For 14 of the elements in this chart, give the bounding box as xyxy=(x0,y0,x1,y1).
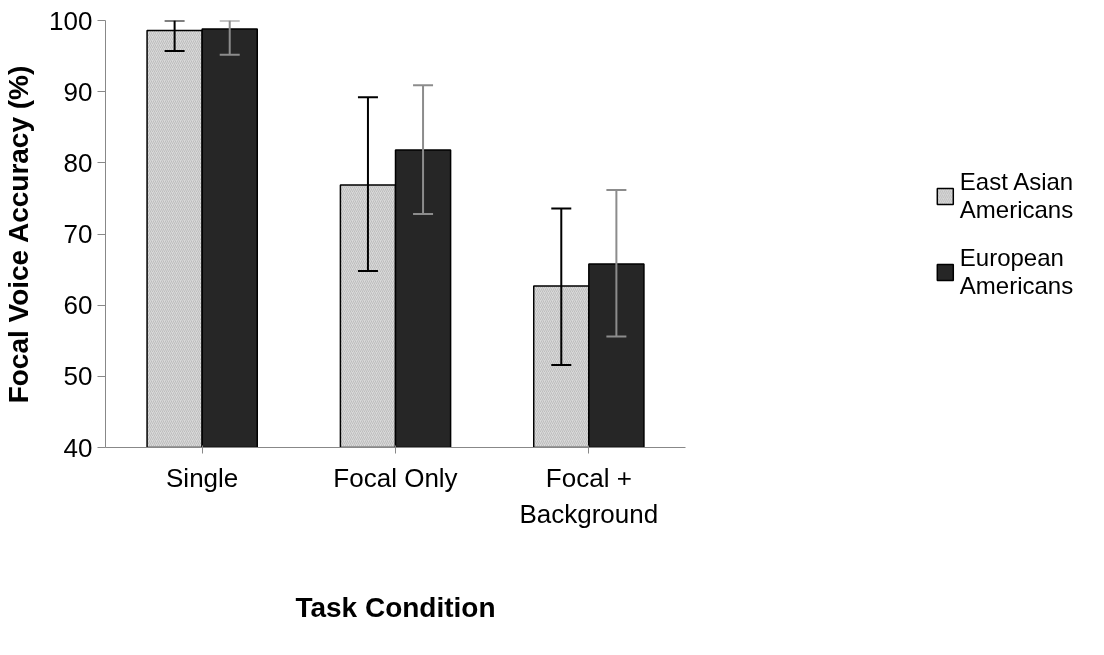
y-tick-label: 60 xyxy=(63,290,93,321)
x-tick-label: Focal Only xyxy=(333,462,458,493)
legend-label: European Americans xyxy=(959,243,1074,300)
x-axis-title: Task Condition xyxy=(295,591,496,623)
x-tick-label: Focal + Background xyxy=(519,462,659,529)
x-tick-label: Single xyxy=(166,462,239,493)
y-tick-label: 70 xyxy=(63,219,93,249)
y-tick-label: 50 xyxy=(63,361,93,392)
y-tick-label: 40 xyxy=(63,432,93,463)
y-tick-label: 80 xyxy=(63,147,93,178)
legend-label: East Asian Americans xyxy=(959,167,1074,224)
y-tick-label: 100 xyxy=(49,5,93,36)
y-tick-label: 90 xyxy=(63,76,93,107)
y-axis-title: Focal Voice Accuracy (%) xyxy=(3,65,35,404)
